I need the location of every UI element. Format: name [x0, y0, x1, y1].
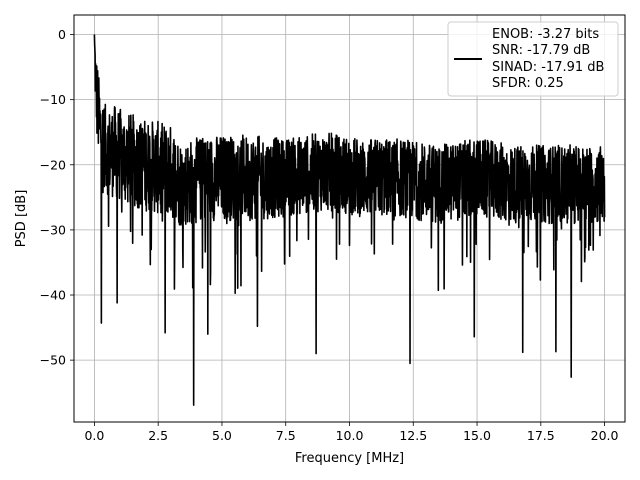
x-tick-label: 7.5 [276, 428, 296, 443]
x-tick-label: 0.0 [84, 428, 104, 443]
x-tick-label: 17.5 [527, 428, 555, 443]
y-tick-label: 0 [58, 27, 66, 42]
x-tick-label: 15.0 [463, 428, 491, 443]
y-tick-label: −40 [40, 288, 66, 303]
legend-entry-sfdr: SFDR: 0.25 [492, 76, 564, 91]
legend-entry-enob: ENOB: -3.27 bits [492, 27, 599, 42]
x-tick-label: 5.0 [212, 428, 232, 443]
x-axis-ticks: 0.0 2.5 5.0 7.5 10.0 12.5 15.0 17.5 20.0 [84, 422, 619, 443]
legend-box [447, 21, 619, 97]
x-tick-label: 12.5 [399, 428, 427, 443]
x-tick-label: 10.0 [336, 428, 364, 443]
psd-series-line [93, 34, 606, 406]
y-tick-label: −10 [40, 92, 66, 107]
x-tick-label: 2.5 [148, 428, 168, 443]
series-layer [93, 34, 606, 406]
y-tick-label: −20 [40, 157, 66, 172]
y-axis-ticks: 0 −10 −20 −30 −40 −50 [40, 27, 74, 368]
legend-entry-sinad: SINAD: -17.91 dB [492, 60, 604, 75]
y-tick-label: −50 [40, 353, 66, 368]
legend-entry-snr: SNR: -17.79 dB [492, 43, 590, 58]
y-tick-label: −30 [40, 222, 66, 237]
legend: ENOB: -3.27 bits SNR: -17.79 dB SINAD: -… [447, 21, 619, 97]
x-axis-label: Frequency [MHz] [295, 451, 404, 466]
x-tick-label: 20.0 [591, 428, 619, 443]
y-axis-label: PSD [dB] [14, 190, 29, 248]
